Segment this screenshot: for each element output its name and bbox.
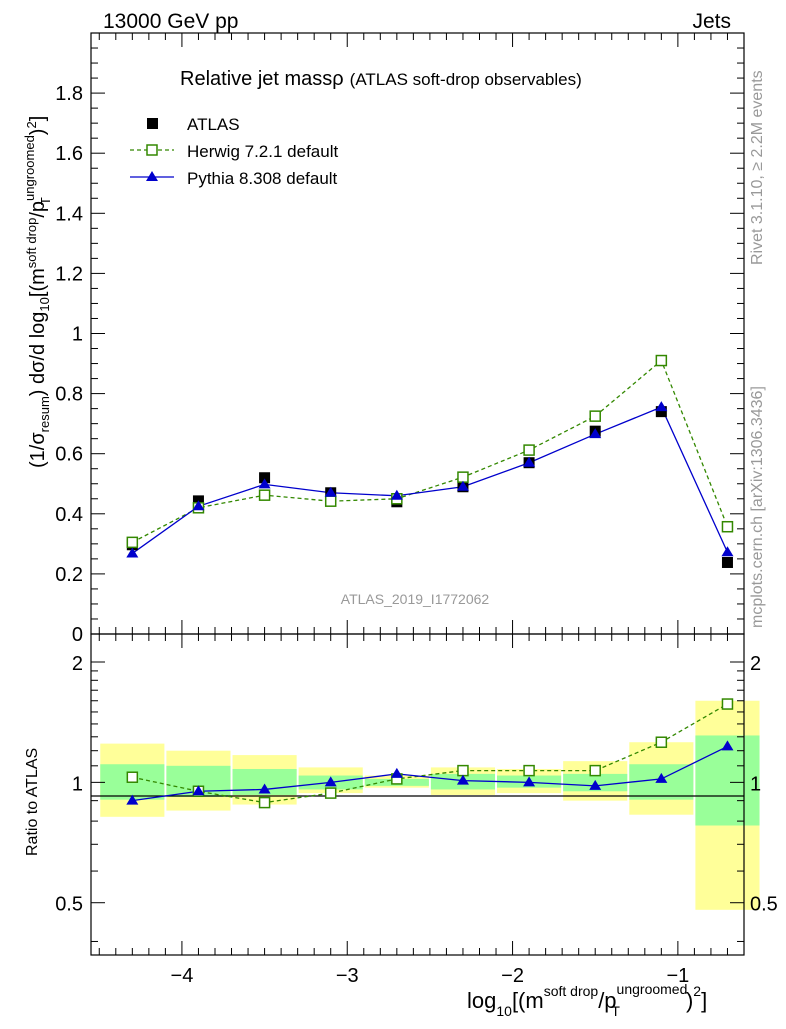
pythia-point [456,480,469,491]
pythia-point [324,486,337,497]
legend: ATLAS Herwig 7.2.1 default Pythia 8.308 … [130,115,338,188]
ratio-pythia-point [589,779,602,790]
y-tick-label: 1.4 [55,203,83,225]
ratio-herwig-point [655,736,668,748]
herwig-point [523,444,535,456]
ratio-herwig-line [132,703,728,804]
x-tick-label: −2 [501,965,524,987]
x-tick-label: −1 [666,965,689,987]
ratio-y-tick-label-right: 2 [750,653,761,675]
ratio-pythia-point [258,783,271,794]
herwig-point [126,536,139,549]
rivet-label: Rivet 3.1.10, ≥ 2.2M events [749,70,766,265]
ratio-y-tick-label-right: 0.5 [750,894,778,916]
y-axis-label-ratio: Ratio to ATLAS [24,748,41,856]
herwig-point [655,354,668,367]
ratio-pythia-point [324,776,337,787]
collision-label: 13000 GeV pp [103,10,238,33]
herwig-point [721,520,734,533]
y-tick-label: 0.4 [55,504,83,526]
ratio-pythia-point [655,772,668,783]
pythia-point [390,489,403,500]
pythia-point [721,546,734,557]
x-tick-label: −4 [171,965,194,987]
legend-pythia-marker [146,171,158,181]
ratio-herwig-point [258,796,271,809]
ratio-herwig-point [324,787,337,799]
x-tick-label: −3 [336,965,359,987]
ratio-y-tick-label: 0.5 [55,894,83,916]
y-tick-label: 1 [72,324,83,346]
pythia-point [523,456,536,467]
y-axis-label-main: (1/σresum) dσ/d log10[(msoft drop/pungro… [22,116,53,468]
herwig-point [457,471,469,483]
ratio-herwig-point [721,698,734,710]
legend-herwig-label: Herwig 7.2.1 default [187,142,338,161]
process-label: Jets [692,10,731,33]
analysis-id: ATLAS_2019_I1772062 [341,591,490,607]
plot-title-main: Relative jet massρ [180,68,344,90]
ratio-y-tick-label: 2 [72,653,83,675]
ratio-pythia-point [721,740,734,751]
pythia-point [589,428,602,439]
y-tick-label: 0.2 [55,564,83,586]
ratio-herwig-point [523,764,535,777]
ratio-y-tick-label-right: 1 [750,773,761,795]
pythia-point [258,478,271,489]
atlas-point [721,556,733,568]
y-tick-label: 0.8 [55,384,83,406]
y-tick-label: 0 [72,624,83,646]
y-tick-label: 1.2 [55,263,83,285]
ratio-pythia-point [456,774,469,785]
pythia-point [655,401,668,412]
ratio-pythia-line [132,745,728,802]
legend-atlas-label: ATLAS [187,115,240,134]
legend-herwig-marker [146,144,158,156]
ratio-pythia-point [390,767,403,778]
main-panel: 0 0.2 0.4 0.6 0.8 1 1.2 1.4 1.6 1.8 Relative jet … [22,32,745,646]
uncertainty-band-inner [695,735,760,826]
herwig-point [258,489,271,501]
y-tick-label: 1.6 [55,143,83,165]
ratio-pythia-point [126,794,139,805]
plot-title-sub: (ATLAS soft-drop observables) [350,70,582,89]
y-tick-label: 1.8 [55,83,83,105]
pythia-line [131,406,729,554]
legend-atlas-marker [147,118,158,129]
ratio-pythia-point [192,785,205,796]
atlas-point [259,472,271,484]
ratio-herwig-point [457,764,469,777]
atlas-point [655,406,667,418]
herwig-line [132,359,729,543]
y-tick-label: 0.6 [55,444,83,466]
pythia-point [192,500,205,511]
plot-title: Relative jet massρ (ATLAS soft-drop obser… [180,68,582,90]
ratio-frame [90,633,745,956]
legend-pythia-label: Pythia 8.308 default [187,169,338,188]
herwig-point [589,410,601,422]
ratio-herwig-point [589,764,601,777]
herwig-point [324,495,337,507]
ratio-y-tick-label: 1 [72,773,83,795]
ratio-panel: 0.5 0.5 1 1 2 2 −4 −3 −2 −1 Ratio to ATLAS [24,633,778,987]
pythia-point [126,547,139,558]
ratio-pythia-point [523,776,536,787]
mcplots-label: mcplots.cern.ch [arXiv:1306.3436] [749,386,766,628]
ratio-herwig-point [126,771,139,783]
